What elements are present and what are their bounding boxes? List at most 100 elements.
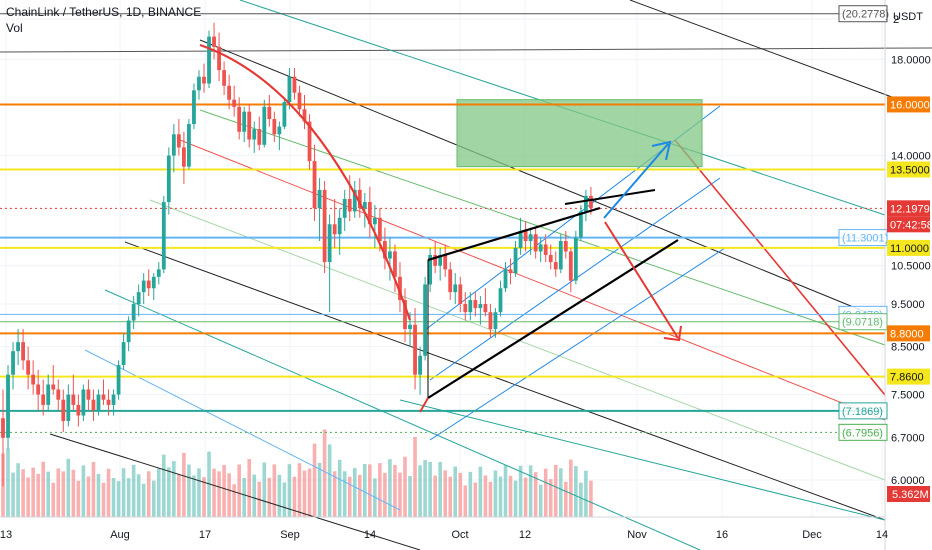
volume-bar <box>538 484 543 517</box>
candle-body <box>448 269 453 293</box>
volume-bar <box>438 462 442 517</box>
volume-bar <box>503 465 508 517</box>
volume-bar <box>463 485 468 517</box>
candle-body <box>352 189 357 212</box>
y-tick-label: 6.0000 <box>891 475 925 487</box>
price-badge <box>887 200 930 217</box>
bearish-arrow-head <box>663 325 682 342</box>
candle-body <box>377 217 382 242</box>
channel-line <box>179 139 886 421</box>
candle-body <box>237 106 242 132</box>
candle-body <box>558 241 563 270</box>
bullish-arrow-head <box>651 140 672 161</box>
volume-bar <box>56 468 61 517</box>
candle-body <box>121 342 126 366</box>
volume-bar <box>272 464 277 517</box>
candle-body <box>151 276 156 289</box>
candle-body <box>312 161 317 209</box>
candle-body <box>36 384 41 395</box>
volume-bar <box>493 470 498 517</box>
volume-bar <box>267 477 272 517</box>
candle-body <box>438 254 443 266</box>
candle-body <box>589 195 593 209</box>
volume-bar <box>61 471 66 517</box>
volume-bar <box>182 452 186 517</box>
time-axis[interactable]: 13 Aug 17 Sep 14 Oct 12 Nov 16 Dec 14 <box>0 529 888 541</box>
volume-bar <box>357 474 362 517</box>
wedge-upper-ext <box>564 189 656 205</box>
volume-bar <box>217 471 221 517</box>
candle-body <box>423 284 427 356</box>
volume-bar <box>347 476 352 517</box>
volume-bar <box>589 480 593 517</box>
price-box <box>838 313 888 331</box>
price-badge-label: 16.0000 <box>890 99 930 111</box>
candle-body <box>202 76 206 84</box>
volume-bar <box>156 468 161 517</box>
price-box <box>838 5 888 23</box>
price-box <box>838 402 888 420</box>
volume-bar <box>363 464 367 517</box>
volume-bar <box>388 459 392 517</box>
candle-body <box>463 304 468 313</box>
volume-bar <box>76 480 81 517</box>
candle-body <box>146 280 151 289</box>
candle-body <box>212 36 216 47</box>
volume-bar <box>252 474 257 517</box>
candle-body <box>282 102 287 127</box>
volume-bar <box>41 461 45 517</box>
symbol-title[interactable]: ChainLink / TetherUS, 1D, BINANCE <box>6 5 202 19</box>
volume-bar <box>569 459 573 517</box>
horizontal-levels <box>0 13 885 433</box>
pattern-drawings <box>199 43 682 413</box>
candle-body <box>317 189 322 209</box>
volume-bar <box>453 466 458 517</box>
countdown-badge <box>887 216 930 233</box>
channel-line <box>49 433 421 550</box>
volume-bar <box>528 465 533 517</box>
candle-body <box>156 269 161 277</box>
x-tick-label: 17 <box>199 529 211 541</box>
candle-body <box>252 129 257 140</box>
candle-body <box>106 399 111 405</box>
candle-body <box>171 134 176 156</box>
channel-line <box>674 139 886 396</box>
candle-body <box>478 304 483 309</box>
channel-line <box>399 399 886 521</box>
volume-bar <box>6 448 10 517</box>
candle-body <box>31 374 36 385</box>
candle-body <box>46 384 51 405</box>
candle-body <box>6 374 10 438</box>
channel-line <box>629 0 901 101</box>
candle-body <box>86 389 91 400</box>
volume-bar <box>116 481 121 517</box>
candle-body <box>161 202 166 270</box>
volume-indicator-label[interactable]: Vol <box>6 21 23 35</box>
candle-body <box>538 244 543 252</box>
candle-body <box>473 300 478 309</box>
volume-bar <box>126 478 131 517</box>
candle-body <box>91 399 96 411</box>
y-tick-label: 10.5000 <box>891 261 931 273</box>
candle-body <box>498 288 503 313</box>
volume-bar <box>11 472 15 517</box>
candle-body <box>11 351 15 375</box>
candle-body <box>187 124 191 167</box>
price-badge <box>887 368 930 385</box>
channel-line <box>0 47 932 53</box>
volume-bar <box>548 479 553 517</box>
volume-bar <box>342 471 347 517</box>
channel-line <box>124 241 886 521</box>
volume-bar <box>141 483 146 517</box>
candle-body <box>227 85 232 100</box>
volume-bar <box>508 475 513 517</box>
volume-bar <box>428 462 432 517</box>
volume-bar <box>131 464 136 517</box>
candle-body <box>192 90 196 125</box>
candle-body <box>533 234 538 252</box>
candle-body <box>302 109 307 122</box>
volume-bar <box>96 474 101 517</box>
volume-bar <box>106 468 111 517</box>
